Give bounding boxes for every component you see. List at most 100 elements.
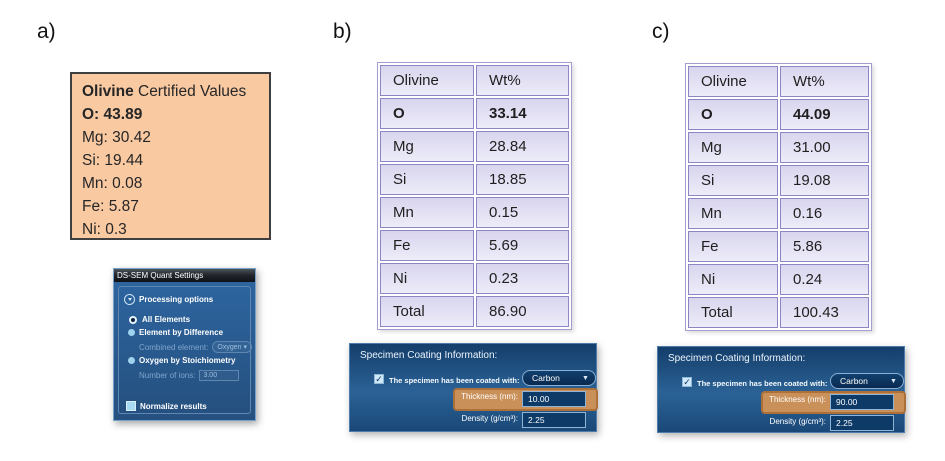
table-header-row: Olivine Wt% [688,66,869,97]
dialog-body [118,286,251,414]
table-total-row: Total 100.43 [688,297,869,328]
radio-label: Element by Difference [139,328,224,337]
wt-table-c: Olivine Wt% O 44.09 Mg 31.00 Si 19.08 Mn… [685,63,872,331]
combined-element-row: Combined element: Oxygen ▾ [139,341,252,353]
wt-cell: 18.85 [476,164,569,195]
element-cell: Fe [380,230,474,261]
table-row: O 33.14 [380,98,569,129]
certified-value-line: Mg: 30.42 [82,129,151,146]
table-row: O 44.09 [688,99,869,130]
wt-cell: 28.84 [476,131,569,162]
element-cell: Mn [688,198,778,229]
radio-all-elements[interactable]: All Elements [128,315,190,324]
radio-icon[interactable] [128,357,135,364]
wt-cell: 0.23 [476,263,569,294]
density-label: Density (g/cm³): [461,414,518,423]
table-row: Mg 31.00 [688,132,869,163]
element-cell: Fe [688,231,778,262]
certified-value-line: Mn: 0.08 [82,175,143,192]
table-row: Fe 5.86 [688,231,869,262]
dialog-titlebar[interactable]: DS-SEM Quant Settings [114,269,255,282]
element-header-cell: Olivine [380,65,474,96]
coated-checkbox[interactable] [374,374,384,384]
density-field[interactable]: 2.25 [830,415,894,431]
element-cell: O [688,99,778,130]
number-of-ions-field[interactable]: 3.00 [199,370,240,381]
combined-element-label: Combined element: [139,342,209,352]
element-cell: Ni [688,264,778,295]
thickness-field[interactable]: 10.00 [522,391,586,407]
thickness-label: Thickness (nm): [461,392,518,401]
element-cell: Mn [380,197,474,228]
wt-cell: 5.86 [780,231,869,262]
wt-cell: 31.00 [780,132,869,163]
table-row: Mg 28.84 [380,131,569,162]
radio-oxygen-stoichiometry[interactable]: Oxygen by Stoichiometry [128,356,235,365]
certified-oxygen-value: O: 43.89 [82,106,143,123]
coated-label: The specimen has been coated with: [389,376,520,385]
table-row: Si 19.08 [688,165,869,196]
density-field[interactable]: 2.25 [522,412,586,428]
wt-cell: 86.90 [476,296,569,327]
element-header-cell: Olivine [688,66,778,97]
thickness-field[interactable]: 90.00 [830,394,894,410]
table-row: Ni 0.23 [380,263,569,294]
wt-cell: 0.15 [476,197,569,228]
wt-header-cell: Wt% [780,66,869,97]
mineral-name: Olivine [82,83,134,100]
radio-icon[interactable] [128,329,135,336]
normalize-results-label: Normalize results [140,401,207,411]
checkbox-icon[interactable] [126,401,136,411]
element-cell: Si [688,165,778,196]
panel-b-label: b) [333,20,352,43]
processing-options-header[interactable]: Processing options [124,294,213,305]
quant-settings-dialog: DS-SEM Quant Settings Processing options… [113,268,256,421]
radio-element-by-difference[interactable]: Element by Difference [128,328,223,337]
certified-value-line: Fe: 5.87 [82,198,139,215]
table-row: Fe 5.69 [380,230,569,261]
coating-material-dropdown[interactable]: Carbon ▼ [522,370,596,386]
coated-label: The specimen has been coated with: [697,379,828,388]
radio-selected-icon[interactable] [129,315,137,324]
wt-cell: 44.09 [780,99,869,130]
wt-cell: 100.43 [780,297,869,328]
element-cell: Mg [380,131,474,162]
wt-header-cell: Wt% [476,65,569,96]
radio-label: All Elements [142,315,191,324]
coating-panel-b: Specimen Coating Information: The specim… [349,343,598,432]
coating-title: Specimen Coating Information: [668,353,806,364]
chevron-down-icon: ▼ [582,374,589,382]
certified-title: Olivine Certified Values [82,83,247,100]
wt-cell: 5.69 [476,230,569,261]
combined-element-dropdown[interactable]: Oxygen ▾ [212,341,252,353]
element-cell: Si [380,164,474,195]
certified-value-line: Ni: 0.3 [82,221,127,238]
wt-cell: 0.16 [780,198,869,229]
table-header-row: Olivine Wt% [380,65,569,96]
table-row: Ni 0.24 [688,264,869,295]
wt-table-b: Olivine Wt% O 33.14 Mg 28.84 Si 18.85 Mn… [377,62,572,330]
table-row: Mn 0.15 [380,197,569,228]
thickness-label: Thickness (nm): [769,395,826,404]
table-total-row: Total 86.90 [380,296,569,327]
coating-panel-c: Specimen Coating Information: The specim… [657,346,906,433]
table-row: Si 18.85 [380,164,569,195]
number-of-ions-row: Number of ions: 3.00 [139,370,240,381]
wt-cell: 19.08 [780,165,869,196]
normalize-results-row[interactable]: Normalize results [126,401,207,411]
expander-icon[interactable] [124,294,135,305]
density-label: Density (g/cm³): [769,417,826,426]
element-cell: Ni [380,263,474,294]
table-row: Mn 0.16 [688,198,869,229]
radio-label: Oxygen by Stoichiometry [139,356,236,365]
chevron-down-icon: ▼ [890,377,897,385]
coated-checkbox[interactable] [682,377,692,387]
coating-material-dropdown[interactable]: Carbon ▼ [830,373,904,389]
coating-title: Specimen Coating Information: [360,350,498,361]
panel-a-label: a) [37,20,56,43]
element-cell: Mg [688,132,778,163]
wt-cell: 33.14 [476,98,569,129]
element-cell: Total [380,296,474,327]
panel-c-label: c) [652,20,670,43]
processing-options-label: Processing options [139,295,214,304]
